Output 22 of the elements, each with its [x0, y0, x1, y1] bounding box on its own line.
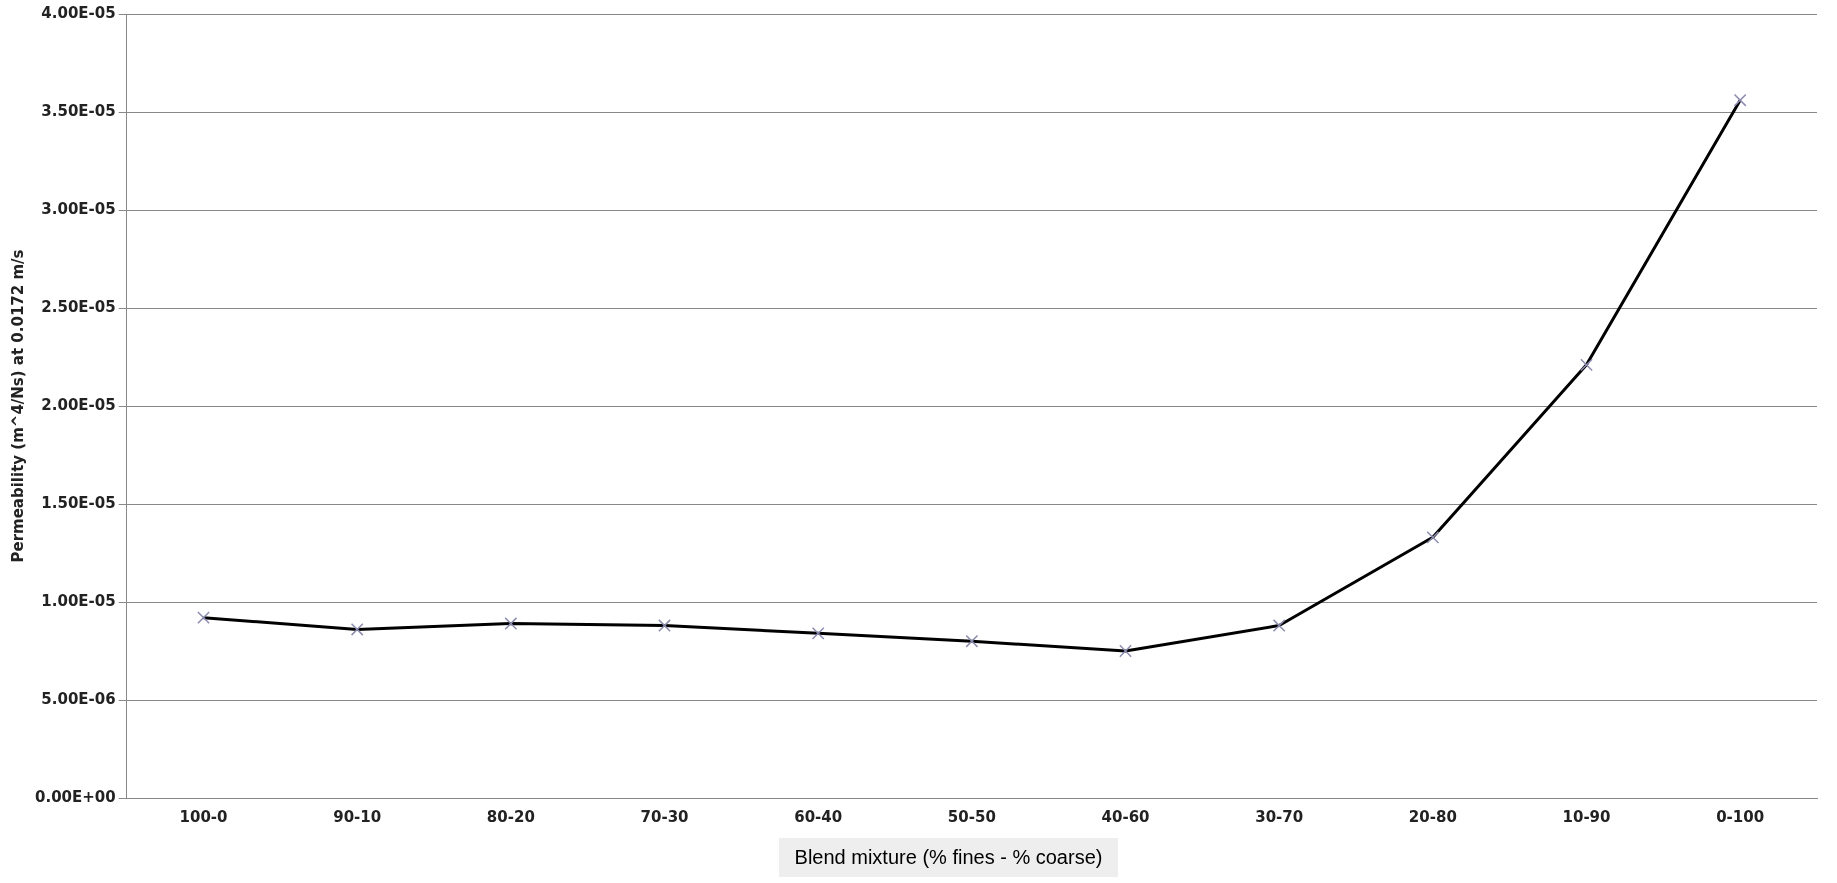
x-tick-label: 30-70 [1255, 807, 1304, 826]
x-tick-label: 100-0 [179, 807, 228, 826]
x-tick-label: 50-50 [947, 807, 996, 826]
y-tick-label: 2.00E-05 [41, 395, 116, 414]
x-tick-label: 0-100 [1716, 807, 1765, 826]
y-tick-label: 2.50E-05 [41, 297, 116, 316]
y-tick-label: 1.50E-05 [41, 493, 116, 512]
x-tick-label: 80-20 [486, 807, 535, 826]
y-axis-title: Permeability (m^4/Ns) at 0.0172 m/s [8, 249, 27, 563]
y-tick-label: 1.00E-05 [41, 591, 116, 610]
x-tick-label: 90-10 [333, 807, 382, 826]
x-tick-label: 60-40 [794, 807, 843, 826]
y-tick-label: 0.00E+00 [35, 787, 116, 806]
x-tick-label: 40-60 [1101, 807, 1150, 826]
x-axis-title: Blend mixture (% fines - % coarse) [778, 838, 1119, 877]
x-tick-label: 70-30 [640, 807, 689, 826]
y-tick-label: 4.00E-05 [41, 3, 116, 22]
y-tick-label: 5.00E-06 [41, 689, 116, 708]
x-tick-label: 10-90 [1562, 807, 1611, 826]
y-tick-label: 3.50E-05 [41, 101, 116, 120]
y-tick-label: 3.00E-05 [41, 199, 116, 218]
x-tick-label: 20-80 [1408, 807, 1457, 826]
